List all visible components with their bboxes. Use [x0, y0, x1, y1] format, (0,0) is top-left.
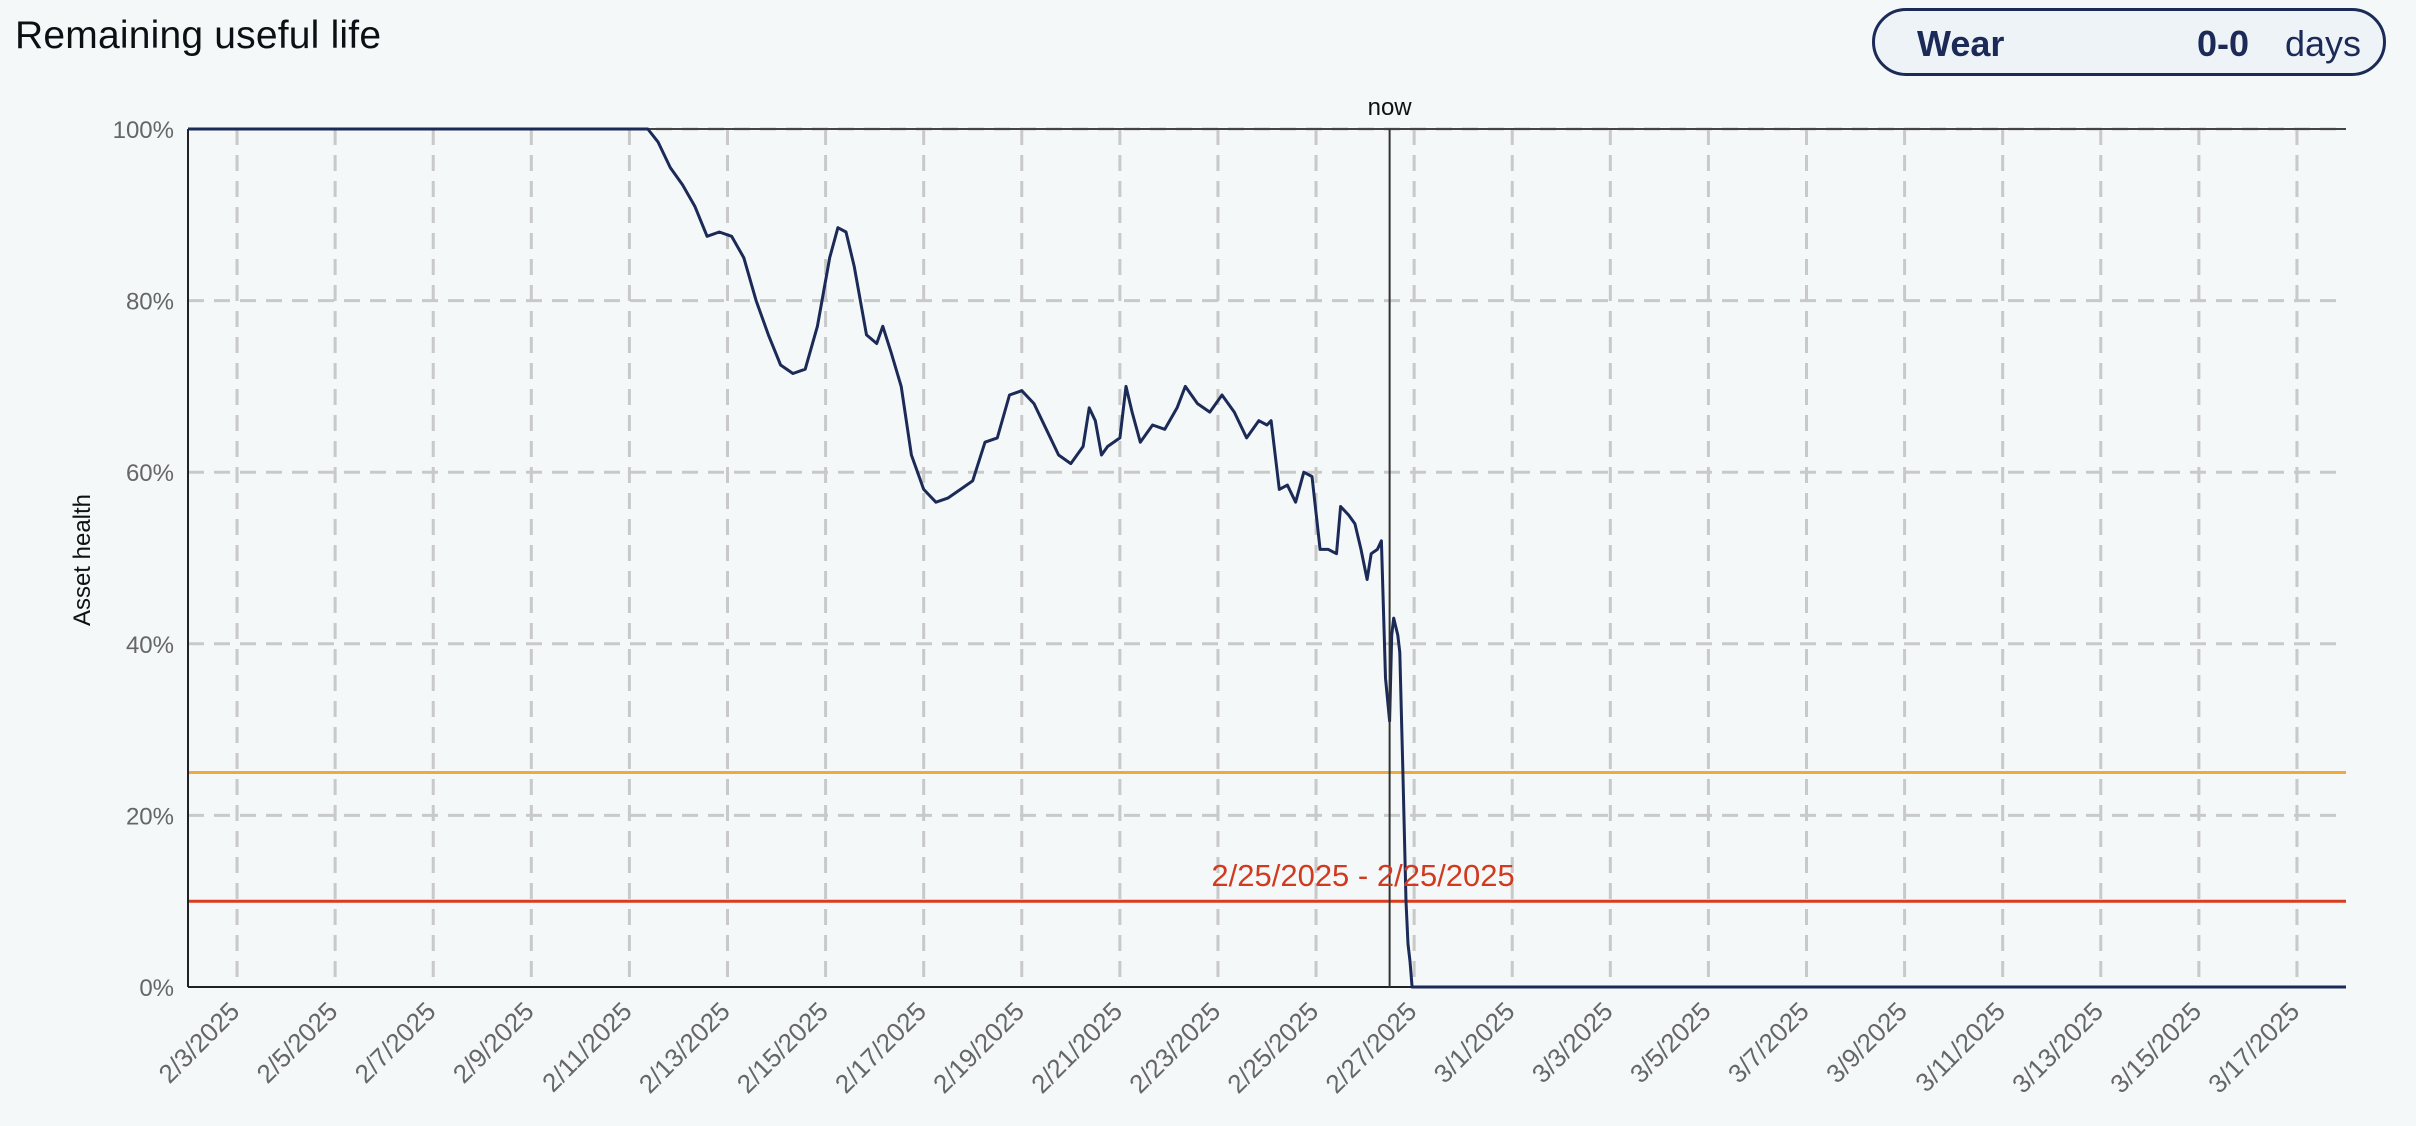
x-tick-label: 2/19/2025 — [927, 996, 1030, 1099]
x-tick-label: 2/23/2025 — [1123, 996, 1226, 1099]
range-annotation: 2/25/2025 - 2/25/2025 — [1211, 858, 1514, 893]
x-tick-label: 2/25/2025 — [1221, 996, 1324, 1099]
grid-lines — [188, 127, 2346, 987]
page-title: Remaining useful life — [15, 14, 382, 57]
x-tick-label: 2/11/2025 — [536, 996, 638, 1098]
series-line — [188, 127, 2346, 989]
x-tick-label: 2/27/2025 — [1319, 996, 1422, 1099]
x-tick-label: 2/21/2025 — [1025, 996, 1128, 1099]
wear-unit: days — [2285, 23, 2362, 64]
x-tick-label: 2/7/2025 — [349, 996, 442, 1089]
threshold-lines — [188, 771, 2346, 903]
series-layer — [188, 127, 2346, 989]
now-label: now — [1368, 94, 1413, 121]
wear-badge[interactable]: Wear 0-0 days — [1872, 8, 2386, 76]
x-tick-label: 2/15/2025 — [731, 996, 834, 1099]
x-ticks: 2/3/2025 2/5/2025 2/7/2025 2/9/20252/11/202… — [153, 996, 2306, 1099]
x-tick-label: 3/11/2025 — [1909, 996, 2011, 1098]
wear-label: Wear — [1917, 23, 2005, 64]
x-tick-label: 2/3/2025 — [153, 996, 246, 1089]
y-tick-label: 100% — [113, 117, 174, 144]
y-tick-label: 0% — [139, 975, 174, 1002]
x-tick-label: 2/13/2025 — [633, 996, 736, 1099]
x-tick-label: 3/5/2025 — [1624, 996, 1717, 1089]
x-tick-label: 3/9/2025 — [1820, 996, 1913, 1089]
x-tick-label: 2/5/2025 — [251, 996, 344, 1089]
y-tick-label: 40% — [126, 632, 174, 659]
x-tick-label: 3/7/2025 — [1722, 996, 1815, 1089]
x-tick-label: 2/9/2025 — [447, 996, 540, 1089]
x-tick-label: 3/15/2025 — [2104, 996, 2207, 1099]
y-tick-label: 60% — [126, 460, 174, 487]
x-tick-label: 3/3/2025 — [1526, 996, 1619, 1089]
wear-value: 0-0 — [2197, 23, 2250, 64]
y-axis-title: Asset health — [69, 494, 96, 626]
y-tick-label: 20% — [126, 803, 174, 830]
x-tick-label: 3/1/2025 — [1428, 996, 1521, 1089]
y-tick-label: 80% — [126, 289, 174, 316]
x-tick-label: 3/17/2025 — [2202, 996, 2305, 1099]
y-ticks: 0% 20% 40% 60% 80% 100% — [113, 117, 174, 1002]
x-tick-label: 2/17/2025 — [829, 996, 932, 1099]
x-tick-label: 3/13/2025 — [2006, 996, 2109, 1099]
